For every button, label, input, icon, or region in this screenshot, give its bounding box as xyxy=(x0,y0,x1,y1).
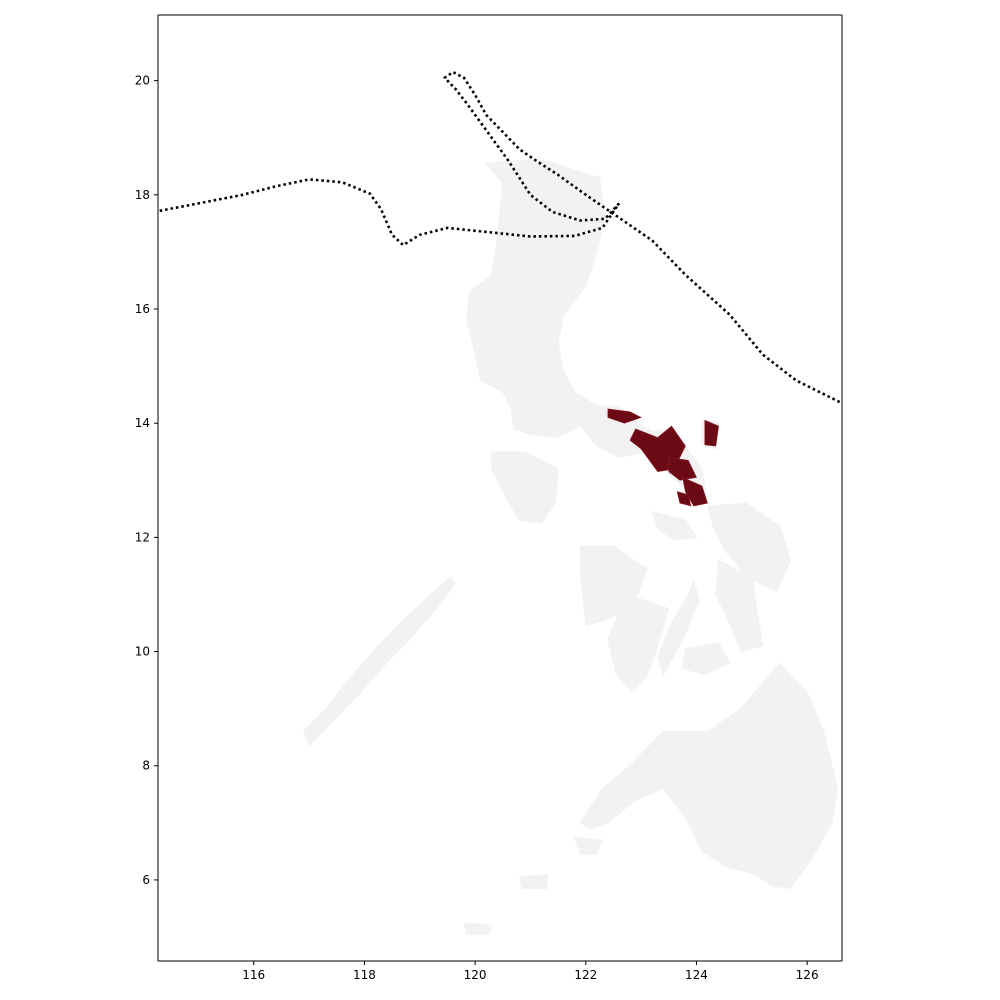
land-layer xyxy=(302,160,839,935)
storm-track-1 xyxy=(159,178,621,247)
land-panay xyxy=(579,545,648,627)
land-jolo xyxy=(518,873,548,889)
x-tick-label: 124 xyxy=(685,968,708,982)
land-basilan xyxy=(573,836,604,855)
x-tick-label: 120 xyxy=(464,968,487,982)
land-cebu xyxy=(657,578,700,676)
x-tick-label: 116 xyxy=(242,968,265,982)
x-tick-label: 118 xyxy=(353,968,376,982)
land-mindoro xyxy=(491,451,559,524)
y-tick-label: 14 xyxy=(135,416,150,430)
y-tick-label: 18 xyxy=(135,188,150,202)
highlight-masbate-north-tip xyxy=(676,491,692,507)
land-leyte xyxy=(715,559,764,653)
y-tick-label: 8 xyxy=(142,759,150,773)
land-masbate xyxy=(651,510,698,541)
land-palawan xyxy=(302,576,457,747)
land-tawi-tawi xyxy=(463,922,493,935)
highlight-albay xyxy=(668,457,697,481)
highlight-catanduanes xyxy=(704,419,719,447)
y-tick-label: 10 xyxy=(135,645,150,659)
y-tick-label: 20 xyxy=(135,74,150,88)
storm-track-2 xyxy=(443,70,842,405)
x-tick-label: 126 xyxy=(796,968,819,982)
land-mindanao xyxy=(579,662,839,890)
axes-frame xyxy=(157,14,843,962)
y-tick-label: 12 xyxy=(135,530,150,544)
highlight-sorsogon xyxy=(682,476,708,507)
y-tick-label: 16 xyxy=(135,302,150,316)
highlighted-regions-layer xyxy=(607,408,719,507)
storm-track-layer xyxy=(159,70,842,405)
land-samar xyxy=(706,502,792,593)
x-tick-label: 122 xyxy=(574,968,597,982)
land-negros xyxy=(607,596,670,693)
y-tick-label: 6 xyxy=(142,873,150,887)
land-bohol xyxy=(682,642,731,675)
highlight-camarines-norte xyxy=(607,408,642,424)
